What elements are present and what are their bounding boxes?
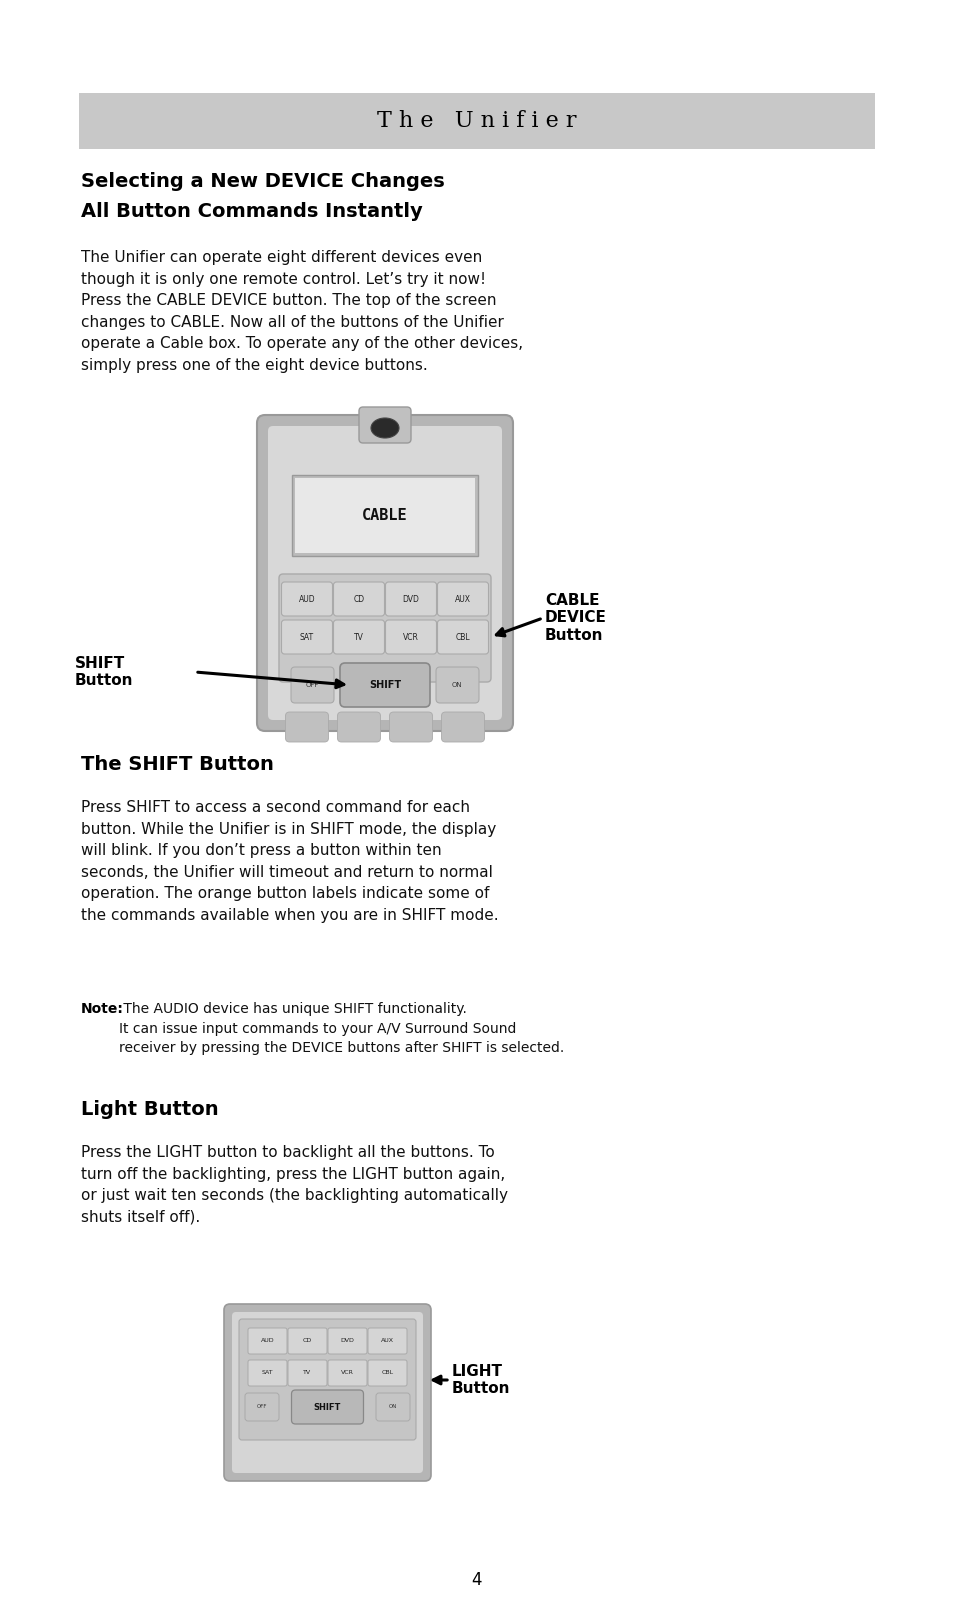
FancyBboxPatch shape [285, 713, 328, 742]
Text: The Unifier can operate eight different devices even
though it is only one remot: The Unifier can operate eight different … [81, 250, 522, 373]
FancyArrowPatch shape [197, 672, 343, 688]
FancyBboxPatch shape [294, 478, 475, 553]
Text: AUD: AUD [260, 1338, 274, 1343]
FancyBboxPatch shape [292, 1390, 363, 1424]
Text: ON: ON [451, 682, 462, 688]
Text: SAT: SAT [299, 632, 314, 642]
FancyArrowPatch shape [433, 1377, 447, 1383]
FancyBboxPatch shape [288, 1328, 327, 1354]
FancyBboxPatch shape [337, 713, 380, 742]
Text: CD: CD [353, 595, 364, 603]
FancyBboxPatch shape [291, 667, 334, 703]
Text: SHIFT: SHIFT [369, 680, 400, 690]
Text: DVD: DVD [402, 595, 419, 603]
FancyBboxPatch shape [375, 1393, 410, 1420]
FancyBboxPatch shape [437, 582, 488, 616]
Text: VCR: VCR [341, 1370, 354, 1375]
FancyBboxPatch shape [224, 1304, 431, 1480]
FancyBboxPatch shape [385, 621, 436, 654]
Text: TV: TV [303, 1370, 312, 1375]
Text: SHIFT
Button: SHIFT Button [75, 656, 133, 688]
FancyBboxPatch shape [248, 1361, 287, 1387]
Text: AUX: AUX [455, 595, 471, 603]
FancyBboxPatch shape [281, 582, 333, 616]
Text: LIGHT
Button: LIGHT Button [452, 1364, 510, 1396]
Text: All Button Commands Instantly: All Button Commands Instantly [81, 202, 422, 221]
Text: SHIFT: SHIFT [314, 1403, 341, 1411]
FancyBboxPatch shape [368, 1328, 407, 1354]
FancyBboxPatch shape [268, 427, 501, 721]
FancyBboxPatch shape [248, 1328, 287, 1354]
FancyBboxPatch shape [334, 582, 384, 616]
Text: Note:: Note: [81, 1002, 124, 1016]
Text: SAT: SAT [261, 1370, 273, 1375]
Text: 4: 4 [471, 1571, 482, 1589]
Text: AUD: AUD [298, 595, 315, 603]
FancyBboxPatch shape [245, 1393, 278, 1420]
FancyBboxPatch shape [358, 407, 411, 443]
FancyBboxPatch shape [441, 713, 484, 742]
Text: VCR: VCR [402, 632, 418, 642]
Text: CABLE
DEVICE
Button: CABLE DEVICE Button [544, 593, 606, 643]
FancyBboxPatch shape [368, 1361, 407, 1387]
FancyBboxPatch shape [79, 94, 874, 149]
Text: Press SHIFT to access a second command for each
button. While the Unifier is in : Press SHIFT to access a second command f… [81, 800, 498, 923]
FancyBboxPatch shape [436, 667, 478, 703]
FancyBboxPatch shape [281, 621, 333, 654]
Text: Press the LIGHT button to backlight all the buttons. To
turn off the backlightin: Press the LIGHT button to backlight all … [81, 1146, 508, 1225]
Text: Light Button: Light Button [81, 1100, 218, 1118]
Text: Selecting a New DEVICE Changes: Selecting a New DEVICE Changes [81, 171, 444, 191]
Ellipse shape [371, 419, 398, 438]
FancyBboxPatch shape [292, 475, 477, 556]
Text: AUX: AUX [380, 1338, 394, 1343]
FancyBboxPatch shape [385, 582, 436, 616]
Text: The AUDIO device has unique SHIFT functionality.
It can issue input commands to : The AUDIO device has unique SHIFT functi… [119, 1002, 564, 1055]
FancyBboxPatch shape [328, 1361, 367, 1387]
FancyBboxPatch shape [232, 1312, 422, 1474]
FancyBboxPatch shape [328, 1328, 367, 1354]
Text: CABLE: CABLE [362, 507, 407, 524]
Text: ON: ON [389, 1404, 396, 1409]
Text: DVD: DVD [340, 1338, 355, 1343]
Text: CD: CD [302, 1338, 312, 1343]
FancyBboxPatch shape [389, 713, 432, 742]
FancyBboxPatch shape [334, 621, 384, 654]
FancyBboxPatch shape [256, 415, 513, 730]
FancyBboxPatch shape [339, 663, 430, 708]
Text: OFF: OFF [305, 682, 318, 688]
FancyBboxPatch shape [278, 574, 491, 682]
Text: CBL: CBL [381, 1370, 394, 1375]
FancyArrowPatch shape [496, 619, 539, 637]
Text: OFF: OFF [256, 1404, 267, 1409]
FancyBboxPatch shape [239, 1319, 416, 1440]
FancyBboxPatch shape [437, 621, 488, 654]
Text: TV: TV [354, 632, 363, 642]
Text: The SHIFT Button: The SHIFT Button [81, 755, 274, 774]
Text: CBL: CBL [456, 632, 470, 642]
FancyBboxPatch shape [288, 1361, 327, 1387]
Text: T h e   U n i f i e r: T h e U n i f i e r [376, 110, 577, 133]
